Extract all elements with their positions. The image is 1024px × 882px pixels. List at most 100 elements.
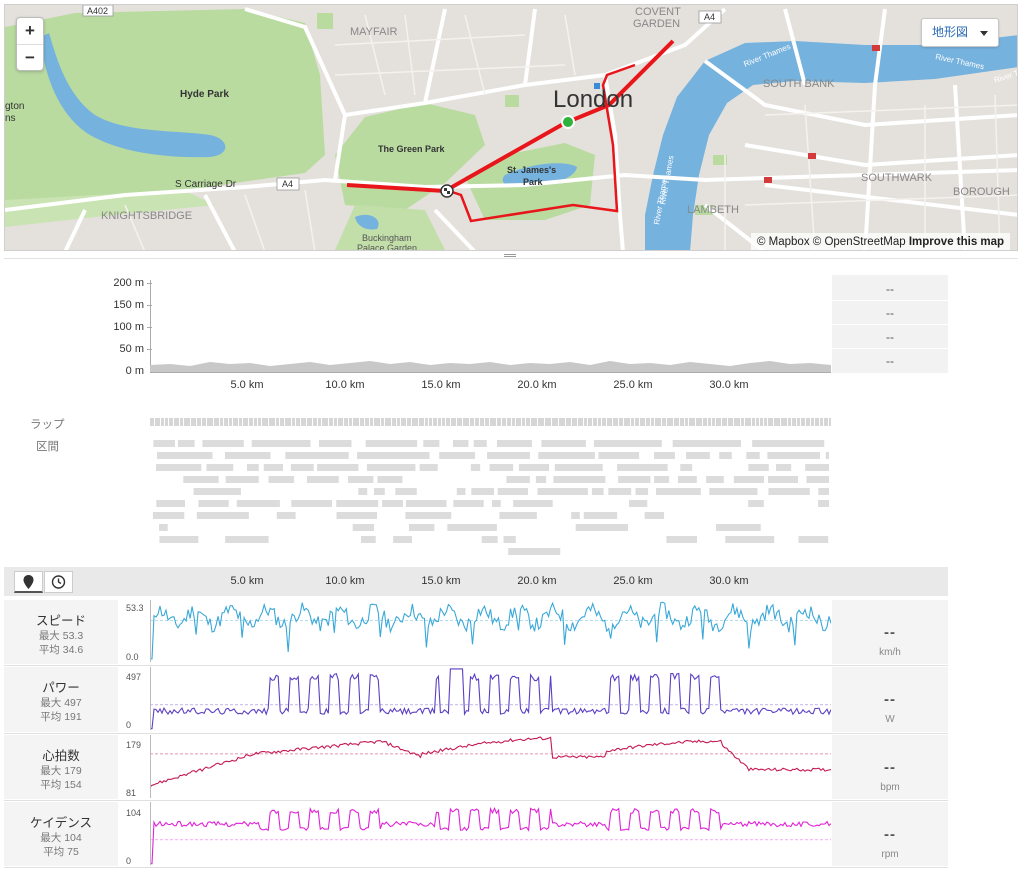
segment-bar [236,500,280,507]
zoom-out-button[interactable]: − [17,44,43,70]
metric-max: 最大 104 [40,832,82,844]
segment-bar [156,500,186,507]
lap-bar [239,418,242,426]
segment-bar [725,536,775,543]
segment-bar [377,476,403,483]
lap-bar [680,418,684,426]
distance-mode-button[interactable] [14,571,43,593]
lap-bar [728,418,733,426]
lap-bar [397,418,400,426]
segment-bar [825,452,829,459]
time-mode-button[interactable] [44,571,73,593]
minor-roads [124,14,1017,250]
improve-map-link[interactable]: Improve this map [908,236,1005,248]
metric-label-power: パワー 最大 497 平均 191 [4,667,118,732]
segment-bar [317,464,359,471]
lap-bar [470,418,474,426]
lap-bar [329,418,333,426]
mapbox-link[interactable]: © Mapbox [757,236,810,248]
lap-bar [593,418,597,426]
segment-bar [503,536,516,543]
map-attribution: © Mapbox © OpenStreetMap Improve this ma… [751,233,1011,250]
segment-bar [654,452,675,459]
lap-label: ラップ [30,419,65,431]
lap-bar [401,418,406,426]
x-tick-label: 30.0 km [709,379,749,391]
lap-bar [768,418,773,426]
metric-avg: 平均 34.6 [38,644,84,656]
segment-bar [366,464,416,471]
lap-bar [797,418,800,426]
segment-bar [365,440,418,447]
lap-bar [318,418,321,426]
segment-bar [518,464,550,471]
lap-bar [214,418,219,426]
segment-bar [506,476,530,483]
lap-bar [161,418,164,426]
lap-bar [292,418,295,426]
green-block [317,13,333,29]
segment-bar [453,500,484,507]
map-type-select[interactable]: 地形図 [921,18,999,47]
segment-bar [198,500,229,507]
lap-bar [651,418,654,426]
roads [5,7,1017,250]
lap-bar [584,418,587,426]
zoom-in-button[interactable]: + [25,21,35,40]
segment-bar [159,536,199,543]
segment-bar [456,488,466,495]
lap-bar [463,418,469,426]
metric-line [150,668,831,730]
heart-rate-chart[interactable] [150,735,831,798]
segment-bar [481,536,498,543]
hyde-park-area [5,9,325,223]
lap-bar [531,418,537,426]
lap-bar [254,418,257,426]
segment-bar [452,440,469,447]
segment-bar [224,452,271,459]
segment-bar [538,452,595,459]
metric-readout-cadence: -- rpm [832,802,948,866]
metric-name: パワー [42,681,80,695]
segment-bar [768,488,810,495]
segment-bar [225,476,259,483]
axis-max: 179 [126,740,142,750]
place-label: ns [5,113,16,124]
segment-bar [487,452,530,459]
cadence-chart[interactable] [150,802,831,865]
segment-bar [752,440,825,447]
green-block [695,205,713,215]
y-tick-label: 100 m [113,321,144,333]
road-label-a4: A4 [704,12,715,22]
segment-bar [447,524,497,531]
axis-min: 81 [126,788,137,798]
lap-bar [360,418,364,426]
metric-avg: 平均 75 [43,846,79,858]
lap-bar [249,418,253,426]
lap-bar [545,418,551,426]
lap-bar [150,418,154,426]
start-marker[interactable] [561,115,575,129]
lap-bar [522,418,525,426]
laps-segments-view[interactable] [150,418,831,558]
power-chart[interactable] [150,667,831,730]
metric-current-value: -- [884,826,896,843]
metric-current-value: -- [884,691,896,708]
side-value: -- [886,354,894,368]
metric-current-value: -- [884,624,896,641]
divider [4,258,1018,259]
segment-bar [408,524,435,531]
segment-bar [439,452,476,459]
lap-bar [490,418,496,426]
osm-link[interactable]: © OpenStreetMap [812,236,906,248]
segment-bar [537,488,588,495]
speed-chart[interactable] [150,600,831,662]
lap-bar [425,418,428,426]
segment-bar [553,476,606,483]
lap-bar [752,418,755,426]
segment-bar [268,476,295,483]
district-label: GARDEN [633,18,680,30]
side-value: -- [886,330,894,344]
lap-bar [703,418,707,426]
route-map[interactable]: A402 A4 A4 COVENT GARDEN MAYFAIR London … [4,4,1018,251]
